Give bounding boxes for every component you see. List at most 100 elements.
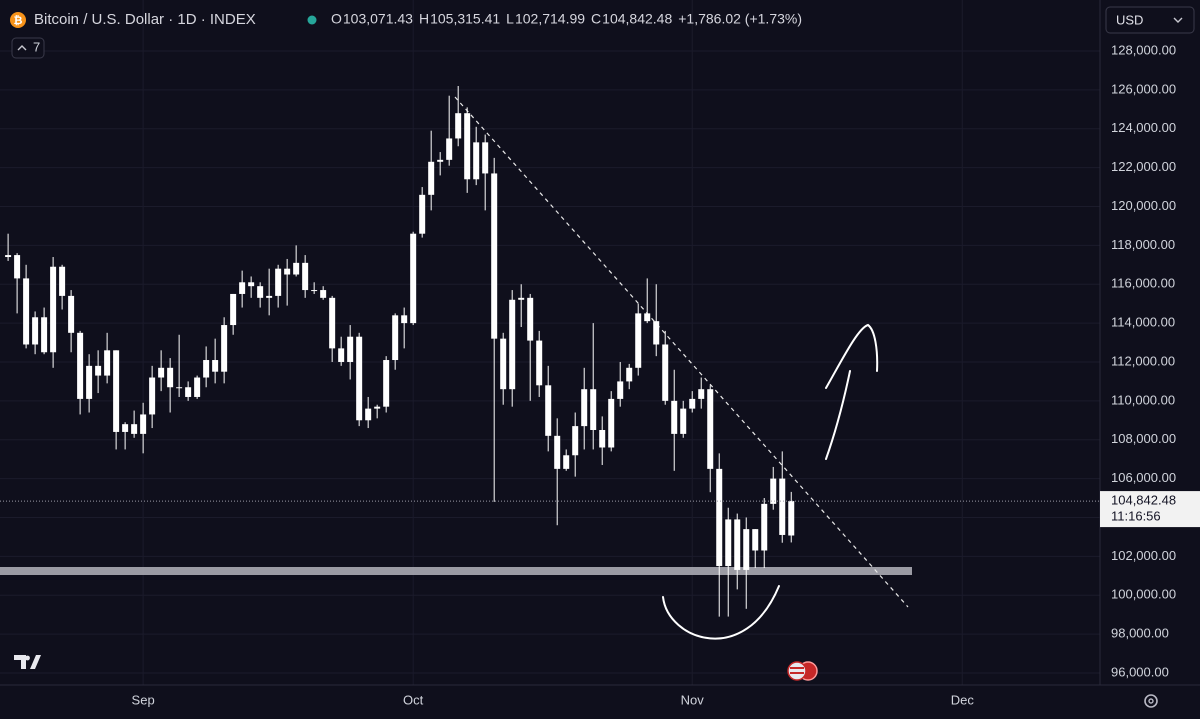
candle-body (455, 113, 462, 139)
chevron (1173, 17, 1183, 23)
flag-stripe (790, 672, 804, 674)
candle-body (752, 529, 759, 551)
ohlc-value: 104,842.48 (602, 11, 672, 27)
candle-body (554, 435, 561, 469)
candle-body (14, 255, 21, 279)
candle-body (131, 424, 138, 434)
candle-body (356, 336, 363, 421)
symbol-title: Bitcoin / U.S. Dollar · 1D · INDEX (34, 11, 256, 28)
hand-drawn-arrowhead (825, 323, 879, 389)
ohlc-key: C (591, 11, 601, 27)
candle-body (140, 414, 147, 434)
candle-body (392, 315, 399, 361)
candle-body (203, 360, 210, 378)
candle-body (599, 430, 606, 448)
y-tick-label: 112,000.00 (1111, 353, 1175, 368)
candle-body (374, 406, 381, 409)
candle-body (464, 113, 471, 180)
chevron (17, 45, 27, 51)
ohlc-key: O (331, 11, 342, 27)
currency-button[interactable] (1105, 6, 1195, 34)
candle-body (113, 350, 120, 432)
candle-body (68, 295, 75, 333)
price-label-text: 104,842.48 (1111, 493, 1176, 508)
btc-icon (10, 12, 26, 28)
ohlc-value: 105,315.41 (430, 11, 500, 27)
change: +1,786.02 (+1.73%) (678, 11, 802, 27)
y-tick-label: 98,000.00 (1111, 626, 1169, 641)
candle-body (563, 455, 570, 469)
candle-body (158, 367, 165, 378)
candle-body (662, 344, 669, 401)
price-axis (1100, 0, 1200, 719)
candle-body (311, 290, 318, 292)
candle-body (734, 519, 741, 570)
y-tick-label: 96,000.00 (1111, 664, 1169, 679)
candle-body (779, 478, 786, 535)
candle-body (50, 266, 57, 353)
candle-body (176, 387, 183, 389)
y-tick-label: 106,000.00 (1111, 470, 1176, 485)
y-tick-label: 102,000.00 (1111, 548, 1176, 563)
y-tick-label: 116,000.00 (1111, 276, 1175, 291)
candle-body (428, 161, 435, 195)
y-tick-label: 124,000.00 (1111, 120, 1176, 135)
price-label-box (1100, 491, 1200, 528)
y-tick-label: 122,000.00 (1111, 159, 1176, 174)
candle-body (536, 340, 543, 386)
y-tick-label: 110,000.00 (1111, 392, 1175, 407)
candle-body (725, 519, 732, 567)
candle-body (617, 381, 624, 399)
candle-body (104, 350, 111, 376)
event-flag[interactable] (787, 661, 807, 681)
candle-body (419, 194, 426, 234)
candle-body (284, 268, 291, 275)
candle-body (383, 360, 390, 407)
candle-body (302, 262, 309, 291)
candle-body (194, 377, 201, 397)
candle-body (473, 142, 480, 180)
grid (0, 0, 1100, 685)
settings-icon[interactable] (1144, 694, 1158, 708)
candle-body (680, 408, 687, 434)
candle-body (347, 336, 354, 362)
tv-logo[interactable] (14, 655, 41, 669)
flag-stripe (790, 667, 804, 669)
ohlc-value: 102,714.99 (515, 11, 585, 27)
x-tick-label: Nov (681, 692, 705, 707)
candle-body (770, 478, 777, 504)
candle-body (221, 325, 228, 372)
candle-body (581, 389, 588, 427)
countdown: 11:16:56 (1111, 509, 1161, 524)
candle-body (329, 297, 336, 349)
candle-body (212, 360, 219, 372)
ohlc-value: 103,071.43 (343, 11, 413, 27)
candle-body (482, 142, 489, 174)
candle-body (338, 348, 345, 362)
candle-body (545, 385, 552, 436)
trendline (454, 96, 909, 608)
y-tick-label: 114,000.00 (1111, 315, 1175, 330)
candle-body (590, 389, 597, 431)
x-tick-label: Sep (132, 692, 155, 707)
candle-body (41, 317, 48, 353)
candle-body (185, 387, 192, 397)
candle-body (248, 282, 255, 287)
y-tick-label: 126,000.00 (1111, 81, 1176, 96)
candle-body (653, 321, 660, 345)
candle-body (23, 278, 30, 345)
support-band (0, 567, 912, 575)
candle-body (788, 501, 795, 536)
candle-body (716, 468, 723, 567)
candle-body (608, 398, 615, 448)
candle-body (77, 332, 84, 399)
candle-body (437, 159, 444, 162)
candle-body (743, 529, 750, 570)
candle-body (446, 138, 453, 160)
indicator-toggle[interactable] (11, 37, 45, 59)
candle-body (410, 233, 417, 324)
candle-body (275, 268, 282, 296)
candle-body (698, 389, 705, 399)
candle-body (293, 262, 300, 275)
